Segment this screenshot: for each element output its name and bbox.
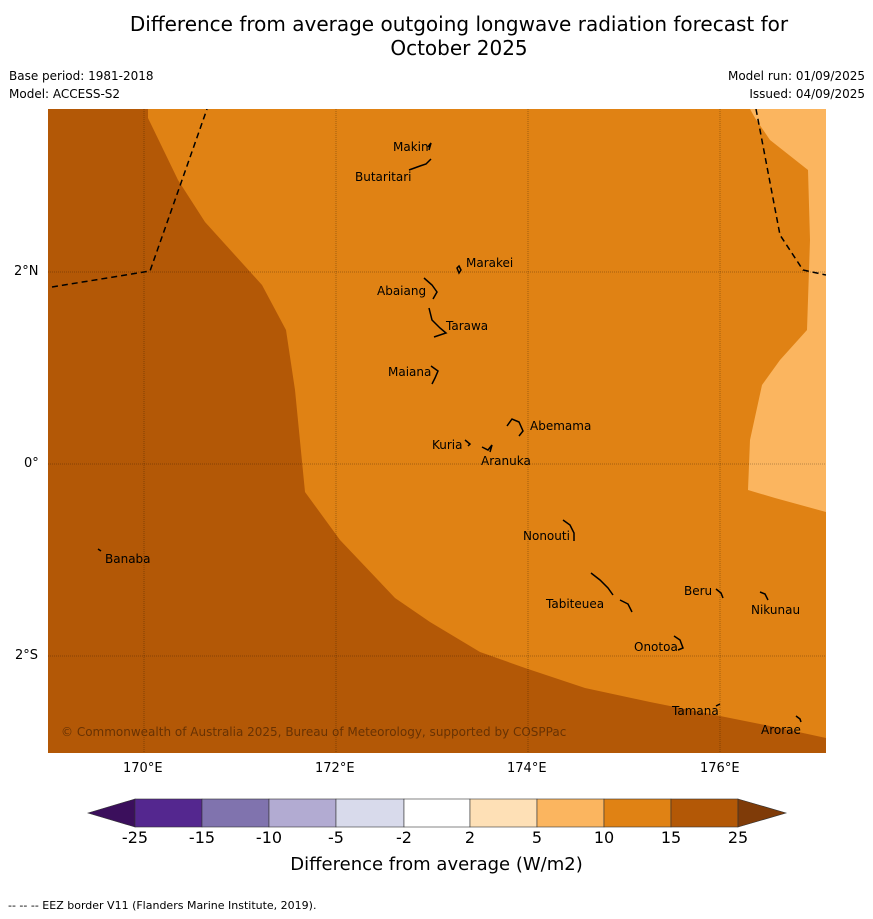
colorbar-bin-1 (134, 798, 203, 828)
colorbar-extend-high (737, 798, 788, 828)
label-aranuka: Aranuka (481, 454, 531, 468)
island-onotoa (673, 635, 684, 651)
label-nonouti: Nonouti (523, 529, 570, 543)
island-aranuka (481, 444, 493, 453)
model-name: Model: ACCESS-S2 (9, 87, 121, 101)
band-10-15 (148, 109, 826, 738)
island-kuria (464, 439, 472, 447)
gridlines (48, 109, 826, 753)
label-arorae: Arorae (761, 723, 801, 737)
y-tick-0: 0° (24, 456, 39, 471)
island-arorae (795, 715, 802, 723)
y-tick-2s: 2°S (15, 648, 39, 663)
issued-date: Issued: 04/09/2025 (749, 87, 865, 101)
label-butaritari: Butaritari (355, 170, 412, 184)
x-tick-172: 172°E (315, 761, 355, 776)
eez-border (51, 109, 826, 288)
x-tick-170: 170°E (123, 761, 163, 776)
colorbar (86, 798, 788, 828)
label-marakei: Marakei (466, 256, 513, 270)
cb-tick-4: -5 (328, 828, 344, 847)
base-period: Base period: 1981-2018 (9, 69, 154, 83)
cb-tick-8: 10 (593, 828, 615, 847)
cb-tick-9: 15 (660, 828, 682, 847)
cb-tick-10: 25 (727, 828, 749, 847)
label-tabiteuea: Tabiteuea (545, 597, 604, 611)
island-tarawa (428, 307, 448, 338)
copyright-notice: © Commonwealth of Australia 2025, Bureau… (61, 725, 566, 739)
label-maiana: Maiana (388, 365, 431, 379)
meta-left: Base period: 1981-2018 Model: ACCESS-S2 (9, 67, 154, 103)
colorbar-bin-7 (536, 798, 605, 828)
island-tamana (715, 703, 721, 707)
x-tick-176: 176°E (700, 761, 740, 776)
colorbar-bin-3 (268, 798, 337, 828)
cb-tick-3: -10 (255, 828, 283, 847)
title-line-1: Difference from average outgoing longwav… (129, 12, 789, 36)
title-line-2: October 2025 (390, 36, 528, 60)
island-nikunau (759, 591, 769, 601)
colorbar-bin-9 (670, 798, 739, 828)
label-tarawa: Tarawa (445, 319, 488, 333)
colorbar-bin-2 (201, 798, 270, 828)
colorbar-title: Difference from average (W/m2) (290, 854, 583, 875)
colorbar-bin-5 (403, 798, 471, 828)
colorbar-bin-4 (335, 798, 405, 828)
label-makin: Makin (393, 140, 429, 154)
band-5-10 (748, 109, 826, 512)
island-makin (427, 142, 432, 151)
x-tick-174: 174°E (507, 761, 547, 776)
islands (97, 142, 802, 723)
colorbar-extend-low (86, 798, 136, 828)
label-kuria: Kuria (432, 438, 463, 452)
island-marakei (456, 264, 462, 275)
cb-tick-1: -25 (121, 828, 149, 847)
cb-tick-2: -15 (188, 828, 216, 847)
cb-tick-7: 5 (531, 828, 543, 847)
island-butaritari (408, 158, 432, 171)
map-title: Difference from average outgoing longwav… (0, 12, 873, 60)
label-abaiang: Abaiang (377, 284, 426, 298)
label-nikunau: Nikunau (751, 603, 800, 617)
island-tabiteuea (590, 572, 633, 613)
island-abaiang (423, 277, 438, 300)
label-banaba: Banaba (105, 552, 151, 566)
label-onotoa: Onotoa (634, 640, 678, 654)
model-run: Model run: 01/09/2025 (727, 69, 865, 83)
colorbar-bin-6 (469, 798, 538, 828)
island-maiana (430, 365, 439, 385)
meta-right: Model run: 01/09/2025 Issued: 04/09/2025 (728, 67, 865, 103)
label-tamana: Tamana (671, 704, 719, 718)
eez-footnote: -- -- -- EEZ border V11 (Flanders Marine… (8, 899, 317, 912)
cb-tick-6: 2 (464, 828, 476, 847)
island-beru (715, 588, 724, 599)
label-abemama: Abemama (530, 419, 591, 433)
y-tick-2n: 2°N (14, 264, 39, 279)
colorbar-bin-8 (603, 798, 672, 828)
map-area: Makin Butaritari Marakei Abaiang Tarawa … (48, 109, 826, 753)
place-labels: Makin Butaritari Marakei Abaiang Tarawa … (105, 140, 801, 737)
label-beru: Beru (684, 584, 712, 598)
island-banaba (97, 548, 102, 552)
island-nonouti (562, 519, 575, 541)
cb-tick-5: -2 (396, 828, 412, 847)
island-abemama (506, 418, 524, 437)
